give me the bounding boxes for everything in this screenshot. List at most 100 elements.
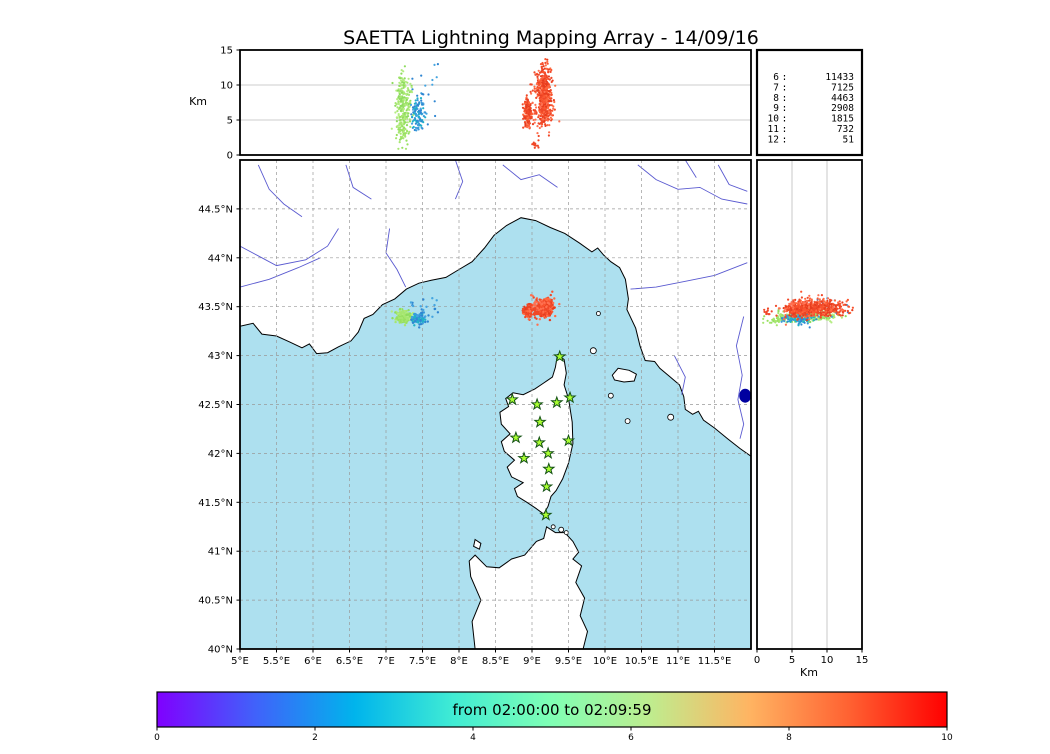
source-point [538,298,541,301]
source-point [540,85,543,88]
source-point [404,147,408,150]
source-point [542,70,545,73]
source-point [550,104,553,107]
lat-tick-label: 44°N [208,253,233,264]
source-point [529,116,532,119]
legend-row-colon: : [782,103,788,114]
alt-lon-panel [240,50,751,155]
source-point [851,309,854,312]
source-point [531,89,534,92]
source-point [544,312,547,315]
lon-tick-label: 11°E [666,656,690,667]
landmass [240,160,751,457]
source-point [402,109,405,113]
legend-row-value: 1815 [831,114,854,125]
source-point [417,115,420,119]
source-point [775,314,778,317]
source-point [533,87,536,90]
source-point [397,102,400,106]
source-point [809,310,812,313]
source-point [402,79,405,82]
source-point [537,83,540,86]
source-point [436,311,440,314]
river [684,160,697,178]
source-point [777,309,780,312]
source-point [547,134,551,137]
source-point [419,111,422,114]
river [240,228,339,267]
source-point [829,320,832,323]
source-point [399,130,402,133]
source-point [396,106,399,109]
source-point [546,62,549,65]
source-point [402,123,405,126]
source-point [785,305,788,308]
source-point [827,307,830,311]
source-point [784,316,787,319]
source-point [534,144,537,147]
source-point [533,90,537,93]
lon-tick-label: 9.5°E [555,656,582,667]
source-point [423,111,426,114]
source-point [767,313,770,316]
source-point [539,99,542,102]
river [454,160,464,200]
alt-tick-label-right: 15 [856,655,869,666]
source-point [535,298,538,301]
source-point [816,311,819,314]
alt-lon-scatter [390,58,561,150]
legend-row-value: 4463 [831,93,854,104]
source-point [851,306,855,309]
alt-tick-label-right: 5 [789,655,795,666]
river [385,228,407,288]
source-point [433,100,436,103]
colorbar-tick-label: 8 [786,733,792,743]
source-point [529,104,532,107]
source-point [396,89,400,92]
source-point [532,118,535,122]
source-point [534,305,537,308]
source-point [535,87,538,90]
source-point [404,135,407,138]
source-point [540,97,543,100]
source-point [548,110,551,113]
islet [624,418,631,425]
source-point [534,142,537,145]
source-point [540,302,544,306]
source-point [533,111,536,114]
source-point [409,125,412,128]
source-point [799,310,802,313]
source-point [522,117,525,120]
source-point [833,316,836,319]
source-point [552,99,556,102]
source-point [410,318,413,321]
source-point [554,314,557,318]
source-point [539,106,542,109]
station-star [550,395,564,409]
source-point [534,109,537,112]
source-point [409,90,412,93]
source-point [424,320,427,324]
source-point [804,309,807,312]
source-point [400,72,403,75]
source-point [784,314,787,317]
source-point [525,98,528,101]
source-point [805,307,809,310]
source-point [806,322,809,325]
source-point [763,310,766,313]
source-point [531,294,534,297]
islet [563,530,569,535]
source-point [410,122,414,125]
source-point [549,293,552,297]
source-point [808,318,811,321]
source-point [406,115,410,118]
source-point [530,83,533,86]
source-point [417,122,421,125]
source-point [803,321,806,324]
source-point [405,321,408,324]
station-star [530,397,544,411]
source-point [830,299,833,302]
source-point [534,103,537,106]
source-point [820,303,823,307]
source-point [416,94,419,97]
